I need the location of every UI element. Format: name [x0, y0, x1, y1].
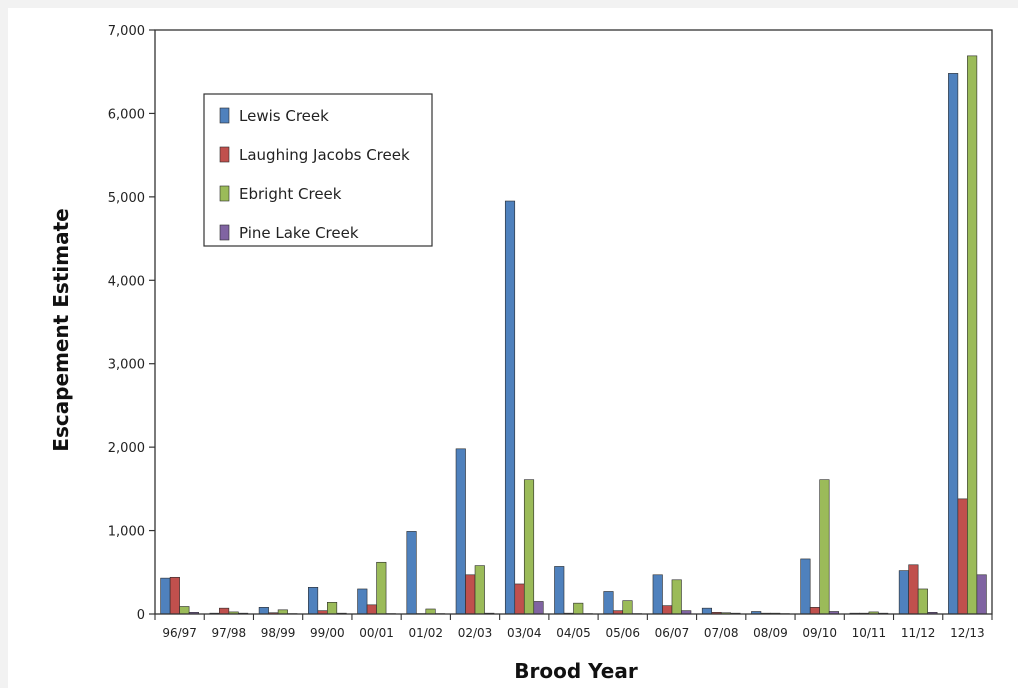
- bar-lewis-creek-07-08: [701, 607, 713, 615]
- x-tick-label: 00/01: [359, 626, 394, 640]
- bar-pine-lake-creek-12-13: [976, 574, 987, 615]
- bar-lewis-creek-02-03: [455, 448, 466, 615]
- y-tick-label: 3,000: [108, 358, 145, 373]
- x-tick-label: 98/99: [261, 626, 296, 640]
- bar-laughing-jacobs-creek-09-10: [809, 607, 820, 615]
- x-tick-label: 96/97: [162, 626, 197, 640]
- bar-ebright-creek-11-12: [917, 588, 928, 615]
- legend-box: [203, 93, 433, 247]
- legend-label: Lewis Creek: [239, 107, 329, 125]
- x-tick-label: 97/98: [212, 626, 247, 640]
- bar-lewis-creek-05-06: [603, 591, 614, 615]
- bar-laughing-jacobs-creek-02-03: [465, 574, 476, 615]
- bar-lewis-creek-96-97: [160, 577, 171, 615]
- x-axis-title: Brood Year: [514, 659, 638, 683]
- bar-laughing-jacobs-creek-11-12: [908, 564, 919, 615]
- legend-swatch: [219, 185, 230, 202]
- x-tick-label: 01/02: [408, 626, 443, 640]
- y-tick-label: 4,000: [108, 274, 145, 289]
- y-tick-label: 6,000: [108, 107, 145, 122]
- x-tick-label: 11/12: [901, 626, 936, 640]
- bar-ebright-creek-05-06: [622, 600, 633, 615]
- bar-ebright-creek-99-00: [327, 602, 338, 615]
- bar-laughing-jacobs-creek-00-01: [366, 604, 377, 615]
- bar-ebright-creek-03-04: [523, 479, 535, 615]
- bar-laughing-jacobs-creek-96-97: [169, 576, 180, 615]
- y-tick-label: 5,000: [108, 191, 145, 206]
- legend-label: Pine Lake Creek: [239, 224, 359, 242]
- bar-laughing-jacobs-creek-06-07: [662, 605, 673, 615]
- x-tick-label: 04/05: [556, 626, 591, 640]
- legend-swatch: [219, 224, 230, 241]
- x-tick-label: 07/08: [704, 626, 739, 640]
- x-tick-label: 10/11: [852, 626, 887, 640]
- bar-lewis-creek-11-12: [898, 570, 909, 615]
- bar-lewis-creek-01-02: [406, 531, 417, 615]
- legend-label: Ebright Creek: [239, 185, 342, 203]
- legend-items: Lewis Creek Laughing Jacobs Creek Ebright …: [219, 107, 410, 242]
- y-tick-label: 0: [137, 608, 145, 623]
- legend: Lewis Creek Laughing Jacobs Creek Ebright …: [203, 93, 433, 247]
- legend-swatch: [219, 146, 230, 163]
- bar-laughing-jacobs-creek-03-04: [514, 583, 525, 615]
- bar-ebright-creek-04-05: [573, 602, 584, 615]
- x-tick-label: 06/07: [655, 626, 690, 640]
- bar-ebright-creek-00-01: [376, 561, 387, 615]
- x-tick-label: 05/06: [605, 626, 640, 640]
- y-axis-ticks: 0 1,000 2,000 3,000 4,000 5,000 6,000 7,000: [108, 24, 155, 623]
- y-tick-label: 7,000: [108, 24, 145, 39]
- bar-lewis-creek-09-10: [800, 558, 811, 615]
- bar-ebright-creek-01-02: [425, 608, 436, 615]
- x-tick-label: 02/03: [458, 626, 493, 640]
- x-tick-label: 12/13: [950, 626, 985, 640]
- bar-lewis-creek-06-07: [652, 574, 663, 615]
- x-tick-label: 03/04: [507, 626, 542, 640]
- bar-laughing-jacobs-creek-12-13: [957, 498, 968, 615]
- bar-pine-lake-creek-03-04: [533, 601, 544, 615]
- bar-ebright-creek-96-97: [179, 606, 190, 615]
- y-tick-label: 2,000: [108, 441, 145, 456]
- bar-laughing-jacobs-creek-97-98: [219, 607, 230, 615]
- x-axis-ticks: 96/97 97/98 98/99 99/00 00/01 01/02 02/03 03/04…: [154, 614, 993, 640]
- legend-label: Laughing Jacobs Creek: [239, 146, 410, 164]
- bar-lewis-creek-04-05: [554, 566, 565, 615]
- bar-ebright-creek-09-10: [819, 479, 830, 615]
- bar-ebright-creek-06-07: [671, 579, 682, 615]
- bar-lewis-creek-12-13: [948, 73, 959, 615]
- bar-lewis-creek-03-04: [504, 200, 516, 615]
- chart-frame: 0 1,000 2,000 3,000 4,000 5,000 6,000 7,000 96/…: [8, 8, 1018, 688]
- x-tick-label: 08/09: [753, 626, 788, 640]
- bar-lewis-creek-99-00: [308, 587, 319, 615]
- plot-area-border: [154, 29, 993, 615]
- bar-lewis-creek-98-99: [258, 607, 269, 615]
- bar-ebright-creek-12-13: [967, 55, 978, 615]
- bar-ebright-creek-02-03: [474, 565, 485, 615]
- bar-lewis-creek-00-01: [357, 588, 368, 615]
- x-tick-label: 09/10: [802, 626, 837, 640]
- bar-chart: 0 1,000 2,000 3,000 4,000 5,000 6,000 7,000 96/…: [49, 24, 993, 683]
- y-tick-label: 1,000: [108, 525, 145, 540]
- legend-swatch: [219, 107, 230, 124]
- x-tick-label: 99/00: [310, 626, 345, 640]
- y-axis-title: Escapement Estimate: [49, 208, 73, 451]
